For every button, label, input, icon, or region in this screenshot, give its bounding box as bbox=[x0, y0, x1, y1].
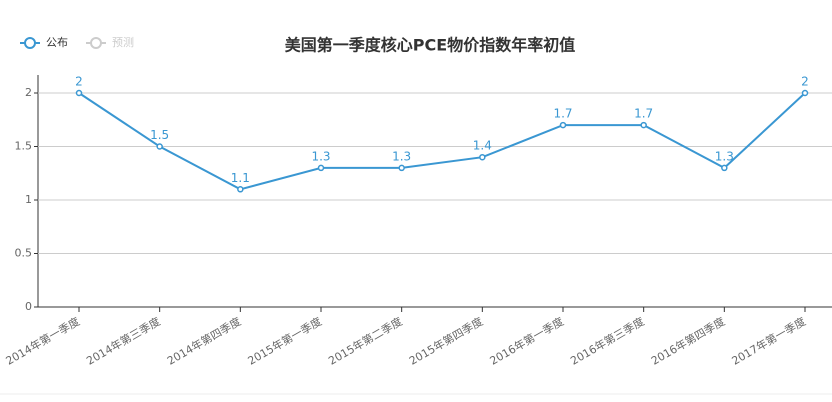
data-label: 1.7 bbox=[553, 107, 572, 121]
y-tick-label: 2 bbox=[25, 86, 32, 99]
x-tick-label: 2014年第四季度 bbox=[164, 314, 243, 368]
x-tick-label: 2014年第三季度 bbox=[84, 314, 163, 368]
legend-item[interactable]: 预测 bbox=[86, 36, 134, 49]
point bbox=[640, 121, 647, 129]
legend-label: 预测 bbox=[112, 36, 134, 49]
y-tick-label: 1 bbox=[25, 193, 32, 206]
legend-item[interactable]: 公布 bbox=[20, 36, 68, 49]
data-label: 2 bbox=[801, 75, 809, 89]
x-tick-label: 2016年第四季度 bbox=[648, 314, 727, 368]
data-label: 1.5 bbox=[150, 128, 169, 142]
point bbox=[398, 164, 405, 172]
x-tick-label: 2015年第二季度 bbox=[326, 314, 405, 368]
x-tick-label: 2014年第一季度 bbox=[3, 314, 82, 368]
legend-label: 公布 bbox=[46, 36, 68, 49]
x-tick-label: 2016年第一季度 bbox=[487, 314, 566, 368]
data-label: 1.3 bbox=[392, 149, 411, 163]
x-tick-label: 2015年第四季度 bbox=[406, 314, 485, 368]
data-label: 2 bbox=[75, 75, 83, 89]
point bbox=[317, 164, 325, 172]
legend-marker bbox=[90, 37, 102, 49]
data-label: 1.7 bbox=[634, 107, 653, 121]
point bbox=[75, 89, 83, 97]
chart-title: 美国第一季度核心PCE物价指数年率初值 bbox=[285, 36, 575, 55]
y-tick-label: 0.5 bbox=[15, 247, 33, 260]
x-tick-label: 2017年第一季度 bbox=[729, 314, 808, 368]
y-tick-label: 0 bbox=[25, 300, 32, 313]
data-label: 1.4 bbox=[473, 139, 492, 153]
series-line bbox=[78, 92, 806, 191]
y-tick-label: 1.5 bbox=[15, 140, 33, 153]
point bbox=[721, 164, 728, 172]
data-label: 1.3 bbox=[715, 149, 734, 163]
legend-marker bbox=[24, 37, 36, 49]
point bbox=[479, 153, 486, 161]
point bbox=[237, 186, 244, 193]
point bbox=[801, 89, 809, 97]
data-label: 1.3 bbox=[311, 149, 330, 163]
point bbox=[156, 143, 163, 150]
data-label: 1.1 bbox=[231, 171, 250, 185]
x-tick-label: 2016年第三季度 bbox=[568, 314, 647, 368]
point bbox=[559, 121, 567, 129]
x-tick-label: 2015年第一季度 bbox=[245, 314, 324, 368]
